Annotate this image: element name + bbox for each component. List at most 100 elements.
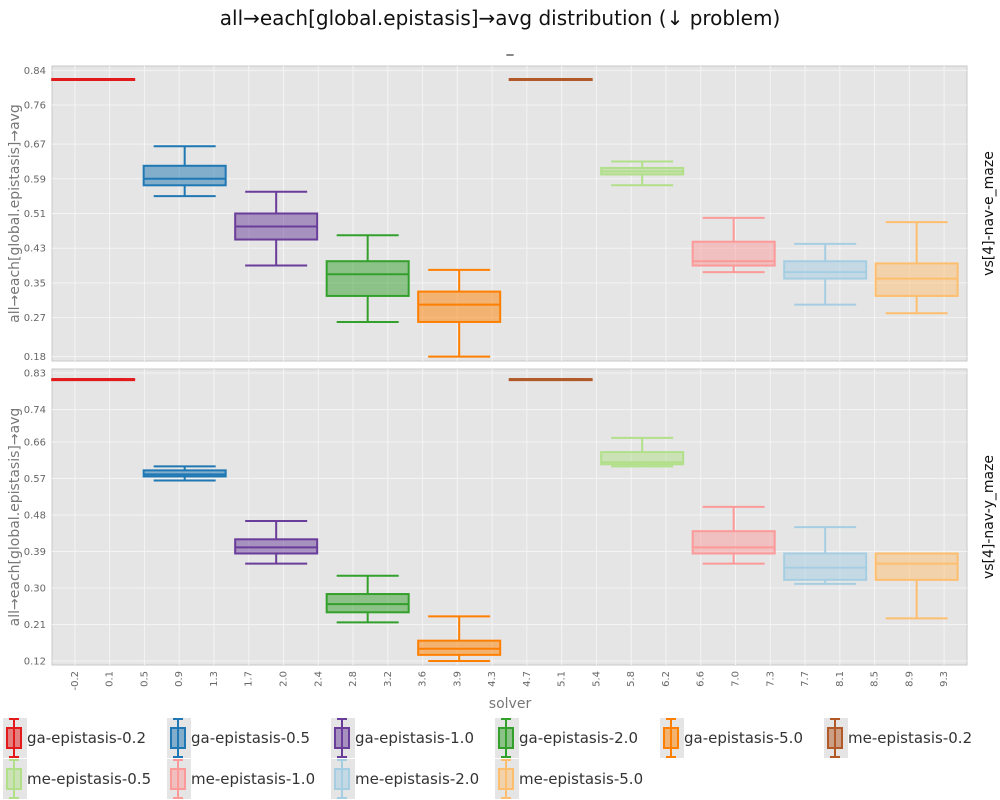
- y-axis-label: all→each[global.epistasis]→avg: [7, 408, 23, 627]
- legend-label: ga-epistasis-0.5: [191, 729, 310, 747]
- x-tick-label: -0.2: [70, 671, 81, 691]
- box-me-epistasis-0.5: [600, 160, 685, 187]
- box-me-epistasis-0.2: [508, 78, 593, 82]
- box-iqr: [691, 240, 776, 267]
- legend-item: me-epistasis-5.0: [495, 759, 643, 799]
- facet-label: vs[4]-nav-y_maze: [981, 455, 997, 579]
- y-tick-label: 0.30: [24, 583, 46, 594]
- x-tick-label: 6.6: [696, 671, 707, 687]
- box-me-epistasis-1.0: [691, 216, 776, 274]
- box-iqr: [874, 262, 959, 297]
- legend-item: me-epistasis-0.5: [3, 759, 151, 799]
- box-iqr: [142, 164, 227, 187]
- x-tick-labels: -0.2 0.1 0.5 0.9 1.3 1.7 2.0 2.4 2.8 3.2 3.6 3.9 4.3…: [70, 671, 950, 691]
- plot-background: [51, 368, 968, 666]
- facet-panel: 0.12 0.21 0.30 0.39 0.48 0.57 0.66 0.74 0.83 all→…: [7, 368, 997, 667]
- box-iqr: [417, 290, 502, 323]
- x-tick-label: 2.8: [348, 671, 359, 687]
- y-tick-label: 0.18: [24, 352, 46, 363]
- box-ga-epistasis-1.0: [234, 520, 319, 565]
- y-tick-label: 0.43: [24, 244, 46, 255]
- x-tick-label: 3.6: [418, 671, 429, 687]
- box-ga-epistasis-0.2: [51, 78, 136, 82]
- legend-label: ga-epistasis-1.0: [355, 729, 474, 747]
- x-tick-label: 2.0: [278, 671, 289, 687]
- box-me-epistasis-1.0: [691, 505, 776, 565]
- box-iqr: [783, 260, 868, 280]
- x-tick-label: 8.9: [904, 671, 915, 687]
- legend-item: ga-epistasis-2.0: [495, 718, 638, 758]
- legend-box: [6, 727, 22, 749]
- x-axis-label: solver: [489, 696, 532, 712]
- legend-item: me-epistasis-1.0: [167, 759, 315, 799]
- box-ga-epistasis-2.0: [325, 234, 410, 323]
- y-tick-label: 0.76: [24, 101, 46, 112]
- x-tick-label: 5.4: [591, 671, 602, 687]
- x-tick-label: 0.1: [105, 671, 116, 687]
- chart-subtitle: _: [506, 40, 515, 56]
- legend: ga-epistasis-0.2 ga-epistasis-0.5 ga-epist…: [3, 718, 972, 799]
- x-tick-label: 5.8: [626, 671, 637, 687]
- x-tick-label: 7.3: [765, 671, 776, 687]
- box-ga-epistasis-0.2: [51, 378, 136, 382]
- box-ga-epistasis-0.5: [142, 145, 227, 198]
- legend-box: [334, 768, 350, 790]
- x-tick-label: 4.7: [522, 671, 533, 687]
- box-me-epistasis-5.0: [874, 221, 959, 315]
- x-tick-label: 0.5: [139, 671, 150, 687]
- box-iqr: [417, 639, 502, 656]
- y-tick-label: 0.27: [24, 313, 46, 324]
- x-tick-label: 1.7: [244, 671, 255, 687]
- legend-label: me-epistasis-5.0: [519, 770, 643, 788]
- legend-item: ga-epistasis-5.0: [660, 718, 803, 758]
- y-tick-label: 0.39: [24, 547, 46, 558]
- legend-box: [498, 727, 514, 749]
- legend-item: ga-epistasis-0.2: [3, 718, 146, 758]
- x-tick-label: 0.9: [174, 671, 185, 687]
- x-tick-label: 2.4: [313, 671, 324, 687]
- x-tick-label: 3.9: [452, 671, 463, 687]
- legend-box: [170, 727, 186, 749]
- facet-panel: 0.18 0.27 0.35 0.43 0.51 0.59 0.67 0.76 0.84 all→…: [7, 65, 997, 363]
- legend-box: [827, 727, 843, 749]
- y-tick-label: 0.12: [24, 656, 46, 667]
- box-ga-epistasis-5.0: [417, 615, 502, 662]
- legend-item: ga-epistasis-1.0: [331, 718, 474, 758]
- x-tick-label: 4.3: [487, 671, 498, 687]
- y-tick-label: 0.83: [24, 369, 46, 380]
- box-me-epistasis-2.0: [783, 242, 868, 306]
- box-me-epistasis-2.0: [783, 526, 868, 585]
- x-tick-label: 8.5: [870, 671, 881, 687]
- legend-label: ga-epistasis-0.2: [27, 729, 146, 747]
- x-tick-label: 7.7: [800, 671, 811, 687]
- x-tick-label: 3.2: [383, 671, 394, 687]
- x-tick-label: 1.3: [209, 671, 220, 687]
- y-tick-label: 0.74: [24, 405, 46, 416]
- legend-box: [498, 768, 514, 790]
- box-iqr: [691, 530, 776, 555]
- chart-title: all→each[global.epistasis]→avg distribut…: [220, 6, 781, 30]
- y-tick-label: 0.48: [24, 510, 46, 521]
- x-tick-label: 9.3: [939, 671, 950, 687]
- legend-label: ga-epistasis-2.0: [519, 729, 638, 747]
- box-ga-epistasis-1.0: [234, 190, 319, 267]
- legend-label: me-epistasis-1.0: [191, 770, 315, 788]
- legend-label: me-epistasis-0.5: [27, 770, 151, 788]
- x-tick-label: 6.2: [661, 671, 672, 687]
- x-tick-label: 8.1: [835, 671, 846, 687]
- legend-box: [6, 768, 22, 790]
- box-iqr: [142, 469, 227, 478]
- facet-panels: 0.18 0.27 0.35 0.43 0.51 0.59 0.67 0.76 0.84 all→…: [7, 65, 997, 691]
- legend-box: [663, 727, 679, 749]
- y-tick-label: 0.84: [24, 66, 46, 77]
- box-me-epistasis-0.2: [508, 378, 593, 382]
- y-tick-label: 0.57: [24, 474, 46, 485]
- y-tick-label: 0.35: [24, 278, 46, 289]
- y-axis-label: all→each[global.epistasis]→avg: [7, 104, 23, 323]
- box-iqr: [234, 538, 319, 555]
- box-me-epistasis-5.0: [874, 552, 959, 620]
- legend-label: ga-epistasis-5.0: [684, 729, 803, 747]
- legend-item: me-epistasis-2.0: [331, 759, 479, 799]
- y-tick-label: 0.51: [24, 209, 46, 220]
